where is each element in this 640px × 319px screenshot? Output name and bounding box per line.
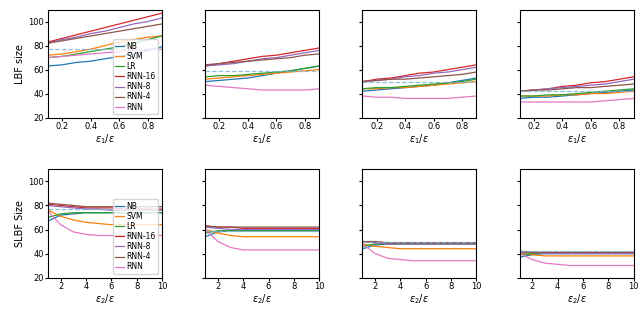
X-axis label: $\varepsilon_2/\varepsilon$: $\varepsilon_2/\varepsilon$ bbox=[410, 292, 429, 306]
Y-axis label: LBF size: LBF size bbox=[15, 44, 26, 84]
X-axis label: $\varepsilon_1/\varepsilon$: $\varepsilon_1/\varepsilon$ bbox=[95, 132, 115, 146]
X-axis label: $\varepsilon_2/\varepsilon$: $\varepsilon_2/\varepsilon$ bbox=[95, 292, 115, 306]
Legend: NB, SVM, LR, RNN-16, RNN-8, RNN-4, RNN: NB, SVM, LR, RNN-16, RNN-8, RNN-4, RNN bbox=[113, 39, 158, 114]
X-axis label: $\varepsilon_2/\varepsilon$: $\varepsilon_2/\varepsilon$ bbox=[252, 292, 272, 306]
X-axis label: $\varepsilon_1/\varepsilon$: $\varepsilon_1/\varepsilon$ bbox=[410, 132, 429, 146]
Y-axis label: SLBF Size: SLBF Size bbox=[15, 200, 26, 247]
X-axis label: $\varepsilon_1/\varepsilon$: $\varepsilon_1/\varepsilon$ bbox=[252, 132, 272, 146]
Legend: NB, SVM, LR, RNN-16, RNN-8, RNN-4, RNN: NB, SVM, LR, RNN-16, RNN-8, RNN-4, RNN bbox=[113, 199, 158, 274]
X-axis label: $\varepsilon_1/\varepsilon$: $\varepsilon_1/\varepsilon$ bbox=[566, 132, 587, 146]
X-axis label: $\varepsilon_2/\varepsilon$: $\varepsilon_2/\varepsilon$ bbox=[566, 292, 587, 306]
